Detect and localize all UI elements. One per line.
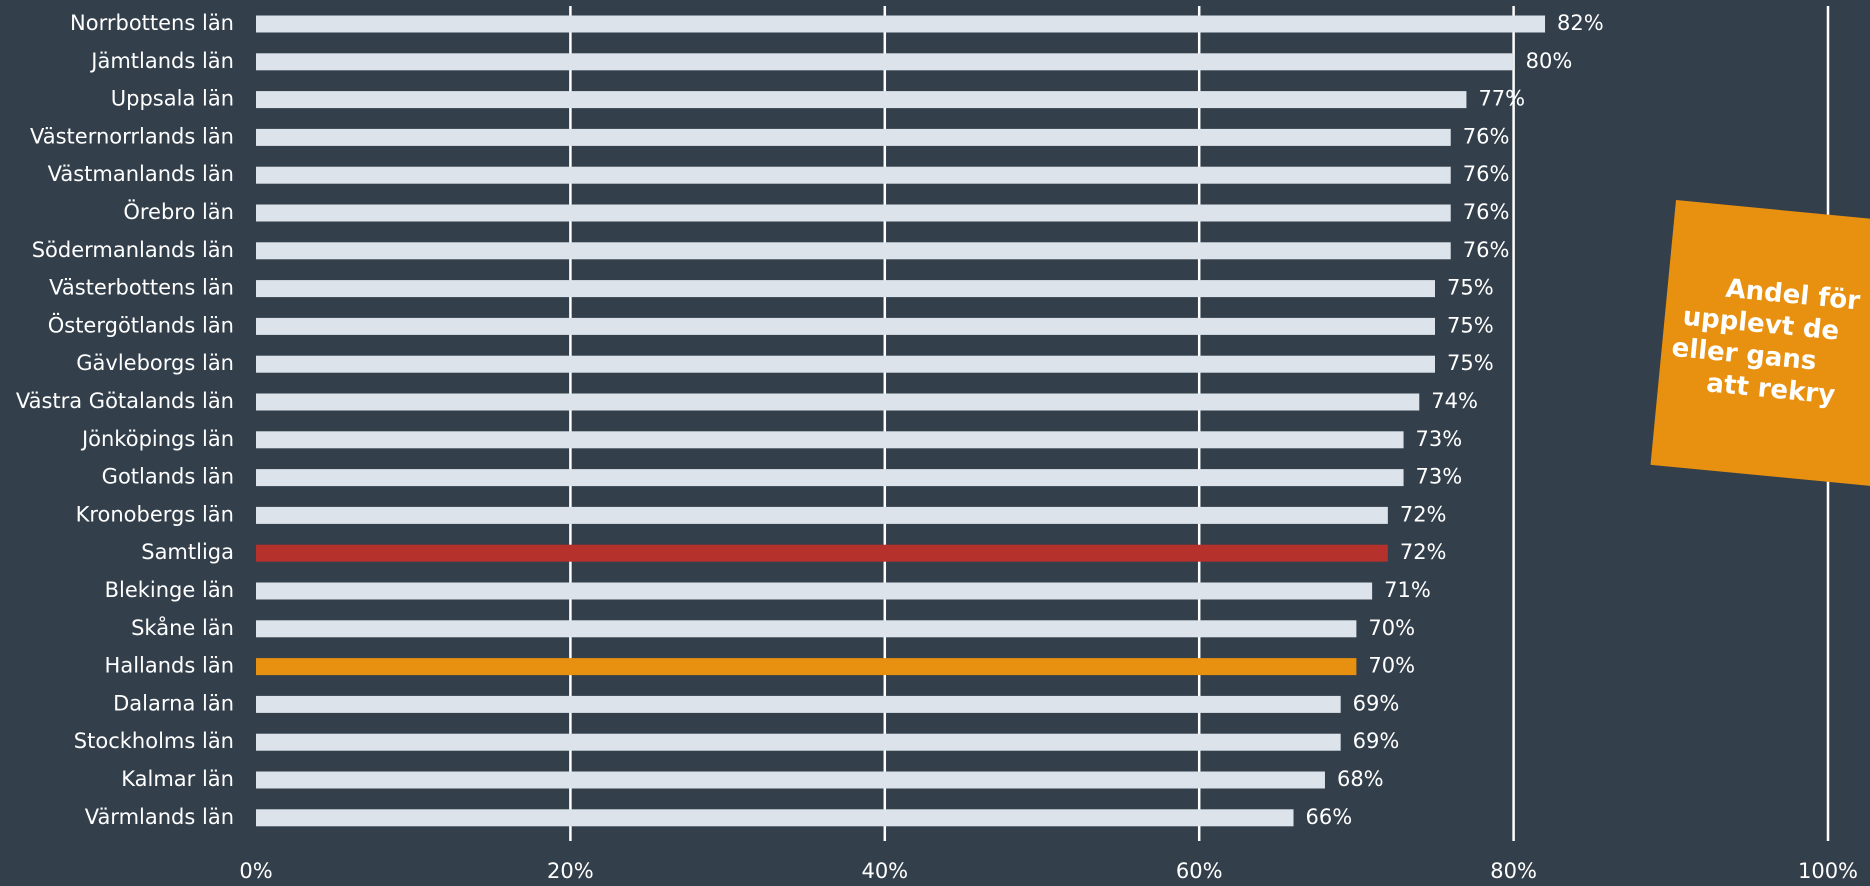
- bar: [256, 582, 1373, 600]
- value-label: 74%: [1431, 389, 1478, 413]
- value-label: 73%: [1416, 427, 1463, 451]
- category-label: Dalarna län: [113, 691, 234, 715]
- x-tick-label: 40%: [861, 859, 908, 883]
- bar: [256, 204, 1451, 222]
- category-label: Östergötlands län: [48, 312, 234, 337]
- bar: [256, 544, 1388, 562]
- bar: [256, 128, 1451, 146]
- x-tick-label: 100%: [1798, 859, 1858, 883]
- value-label: 76%: [1463, 162, 1510, 186]
- bar: [256, 431, 1404, 449]
- bar: [256, 15, 1546, 33]
- bar: [256, 771, 1325, 789]
- value-label: 76%: [1463, 238, 1510, 262]
- category-label: Södermanlands län: [32, 238, 234, 262]
- category-label: Västra Götalands län: [16, 389, 234, 413]
- value-label: 73%: [1416, 465, 1463, 489]
- category-label: Värmlands län: [85, 805, 234, 829]
- annotation-box: [1650, 200, 1870, 504]
- value-label: 70%: [1368, 654, 1415, 678]
- category-label: Uppsala län: [111, 87, 234, 111]
- bar: [256, 355, 1435, 373]
- bar: [256, 393, 1420, 411]
- value-label: 71%: [1384, 578, 1431, 602]
- category-label: Örebro län: [123, 199, 234, 224]
- x-tick-label: 0%: [239, 859, 272, 883]
- value-label: 69%: [1353, 691, 1400, 715]
- value-label: 72%: [1400, 502, 1447, 526]
- value-label: 69%: [1353, 729, 1400, 753]
- category-label: Norrbottens län: [70, 11, 234, 35]
- bar: [256, 809, 1294, 827]
- category-label: Gävleborgs län: [76, 351, 234, 375]
- category-label: Blekinge län: [105, 578, 234, 602]
- category-label: Västerbottens län: [49, 276, 234, 300]
- value-label: 75%: [1447, 276, 1494, 300]
- category-label: Skåne län: [131, 615, 234, 640]
- category-label: Samtliga: [141, 540, 234, 564]
- category-label: Gotlands län: [102, 465, 234, 489]
- category-label: Stockholms län: [74, 729, 234, 753]
- category-label: Västernorrlands län: [30, 124, 234, 148]
- bar: [256, 620, 1357, 638]
- value-label: 75%: [1447, 351, 1494, 375]
- category-label: Jämtlands län: [89, 49, 234, 73]
- value-label: 77%: [1478, 87, 1525, 111]
- x-tick-label: 80%: [1490, 859, 1537, 883]
- category-label: Kronobergs län: [76, 502, 234, 526]
- bar: [256, 280, 1435, 298]
- value-label: 70%: [1368, 616, 1415, 640]
- value-label: 82%: [1557, 11, 1604, 35]
- bar: [256, 733, 1341, 751]
- bar: [256, 166, 1451, 184]
- bar: [256, 695, 1341, 713]
- value-label: 68%: [1337, 767, 1384, 791]
- bar: [256, 53, 1514, 71]
- bar: [256, 242, 1451, 260]
- category-label: Hallands län: [105, 654, 234, 678]
- bar: [256, 658, 1357, 676]
- bar: [256, 317, 1435, 335]
- value-label: 66%: [1306, 805, 1353, 829]
- bar: [256, 469, 1404, 487]
- bar: [256, 506, 1388, 524]
- value-label: 76%: [1463, 124, 1510, 148]
- category-label: Kalmar län: [121, 767, 234, 791]
- x-tick-label: 60%: [1176, 859, 1223, 883]
- value-label: 75%: [1447, 313, 1494, 337]
- bar: [256, 91, 1467, 109]
- x-tick-label: 20%: [547, 859, 594, 883]
- category-label: Västmanlands län: [48, 162, 234, 186]
- value-label: 72%: [1400, 540, 1447, 564]
- category-label: Jönköpings län: [80, 427, 234, 451]
- value-label: 80%: [1526, 49, 1573, 73]
- value-label: 76%: [1463, 200, 1510, 224]
